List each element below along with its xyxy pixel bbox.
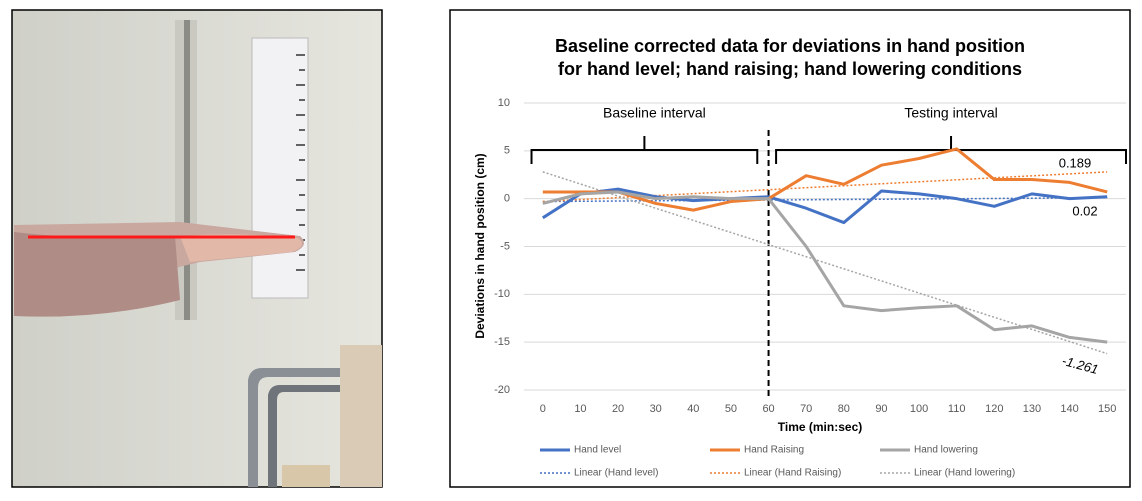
interval-label: Baseline interval [603,105,706,121]
figure: Baseline corrected data for deviations i… [0,0,1142,496]
x-tick-label: 120 [985,403,1003,415]
x-tick-label: 130 [1023,403,1041,415]
x-tick-label: 90 [875,403,887,415]
x-tick-label: 70 [800,403,812,415]
x-tick-label: 10 [574,403,586,415]
legend-label: Linear (Hand level) [574,468,659,479]
chart-frame [450,10,1130,487]
x-tick-label: 40 [687,403,699,415]
legend-label: Linear (Hand Raising) [744,468,841,479]
x-tick-label: 80 [838,403,850,415]
x-tick-label: 140 [1060,403,1078,415]
chart-subtitle: for hand level; hand raising; hand lower… [558,59,1022,79]
y-tick-label: 5 [504,145,510,157]
y-tick-label: 10 [498,97,510,109]
photo [12,10,382,487]
legend-label: Linear (Hand lowering) [914,468,1015,479]
legend-label: Hand Raising [744,445,804,456]
y-tick-label: -15 [494,336,510,348]
trendline-label: 0.189 [1059,155,1092,170]
x-tick-label: 0 [540,403,546,415]
chart-title: Baseline corrected data for deviations i… [555,36,1025,56]
x-tick-label: 100 [910,403,928,415]
x-tick-label: 60 [762,403,774,415]
x-tick-label: 150 [1098,403,1116,415]
x-tick-label: 30 [650,403,662,415]
legend-label: Hand lowering [914,445,978,456]
x-tick-label: 50 [725,403,737,415]
y-tick-label: -5 [500,240,510,252]
y-tick-label: -10 [494,288,510,300]
x-tick-label: 110 [948,403,966,415]
x-tick-label: 20 [612,403,624,415]
x-axis-label: Time (min:sec) [778,420,862,434]
y-axis-label: Deviations in hand position (cm) [473,153,487,338]
y-tick-label: -20 [494,384,510,396]
trendline-label: 0.02 [1072,203,1097,218]
interval-label: Testing interval [904,105,997,121]
legend-label: Hand level [574,445,621,456]
y-tick-label: 0 [504,193,510,205]
